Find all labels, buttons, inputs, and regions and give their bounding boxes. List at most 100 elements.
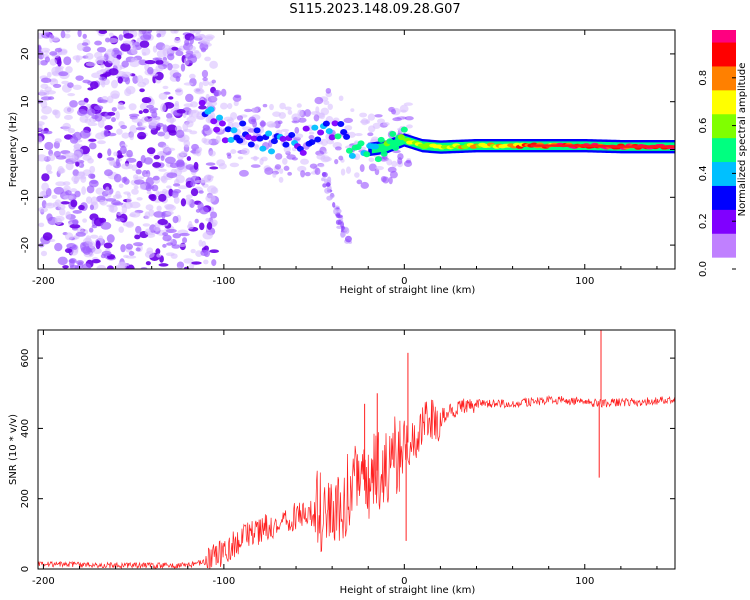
noise-blob [185,93,194,103]
noise-blob [130,44,136,51]
noise-blob [198,190,204,194]
snr-series-line [38,394,675,569]
noise-blob [48,153,56,162]
noise-blob [157,131,165,137]
colorbar-swatch [712,73,736,79]
noise-blob [65,211,72,220]
noise-blob [133,179,145,185]
noise-blob [167,62,173,71]
noise-blob [132,75,139,84]
noise-blob [155,64,164,72]
noise-blob [141,47,151,56]
halo-blob [368,163,377,172]
noise-blob [75,75,84,81]
noise-blob [149,193,157,202]
halo-blob [206,102,213,107]
ridge-blob [311,124,319,131]
noise-blob [175,87,184,96]
noise-blob [203,259,209,265]
noise-blob [165,228,177,233]
noise-blob [129,211,141,218]
noise-blob [180,63,186,72]
noise-blob [88,227,94,233]
noise-blob [89,234,99,239]
noise-blob [195,148,202,157]
noise-blob [69,264,79,269]
noise-blob [82,263,92,269]
halo-blob [230,149,237,155]
noise-blob [71,175,80,183]
ridge-blob [268,148,276,155]
halo-blob [282,157,288,165]
noise-blob [185,120,194,128]
ridge-blob [380,150,388,157]
halo-blob [272,172,277,178]
snr-x-tick-label: 100 [575,576,594,587]
ridge-blob [282,141,290,148]
halo-blob [326,139,335,145]
colorbar-swatch [712,61,736,67]
halo-blob [218,163,227,170]
noise-blob [165,210,174,215]
noise-blob [135,127,146,131]
noise-blob [119,261,128,269]
noise-blob [96,55,106,61]
noise-blob [135,225,142,234]
noise-blob [195,32,201,38]
noise-blob [55,181,66,187]
noise-blob [123,191,131,195]
halo-blob [356,179,363,185]
noise-blob [81,186,87,195]
halo-blob [284,106,292,111]
noise-blob [49,58,58,66]
halo-blob [236,115,244,121]
noise-blob [204,34,215,40]
colorbar-swatch [712,217,736,222]
noise-blob [101,250,112,257]
noise-blob [117,102,124,110]
noise-blob [162,234,172,242]
noise-blob [152,57,163,61]
noise-blob [178,185,188,190]
branch-blob [324,178,328,184]
halo-blob [405,159,412,164]
noise-blob [121,60,129,68]
ridge-blob [308,139,316,146]
halo-blob [310,111,321,116]
noise-blob [142,31,152,40]
ridge-blob [392,144,400,151]
noise-blob [49,238,56,242]
noise-blob [125,157,137,163]
noise-blob [189,73,196,79]
halo-blob [296,103,302,108]
noise-blob [122,40,133,45]
halo-blob [202,77,208,82]
halo-blob [379,156,389,162]
spectrogram-y-axis-label: Frequency (Hz) [8,112,19,188]
noise-blob [117,154,124,159]
noise-blob [166,185,172,189]
noise-blob [78,101,88,105]
halo-blob [354,172,360,178]
noise-blob [118,183,124,188]
halo-blob [230,112,238,120]
noise-blob [104,125,113,131]
noise-blob [125,30,135,33]
branch-blob [341,226,345,231]
halo-blob [403,102,414,106]
noise-blob [97,140,106,145]
spectrogram-x-tick-label: -100 [213,276,236,287]
noise-blob [40,250,48,257]
noise-blob [129,60,140,68]
halo-blob [392,117,402,122]
halo-blob [397,157,403,165]
colorbar-swatch [712,113,736,119]
noise-blob [185,164,195,170]
noise-blob [135,247,141,252]
noise-blob [173,37,181,44]
noise-blob [63,33,71,39]
noise-blob [144,228,152,235]
halo-blob [294,133,304,139]
noise-blob [199,42,209,51]
colorbar-tick-label: 0.6 [698,118,709,134]
